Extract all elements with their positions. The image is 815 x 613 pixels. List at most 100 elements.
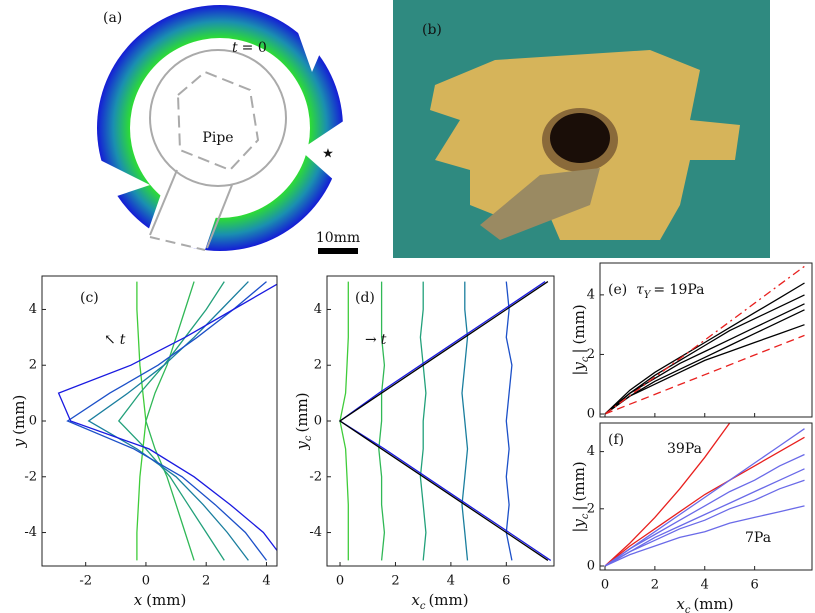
axes-frame: [599, 262, 813, 418]
data-line: [604, 309, 805, 415]
data-line: [136, 281, 147, 561]
y-tick-label: 2: [587, 347, 595, 362]
label-part: τ: [636, 282, 644, 298]
y-axis-label: y (mm): [10, 395, 28, 449]
pipe-label: Pipe: [202, 130, 233, 146]
label-part: (mm): [293, 392, 311, 432]
x-tick-label: 6: [750, 578, 758, 593]
label-part: →: [365, 332, 377, 348]
x-tick-label: 0: [336, 574, 344, 589]
y-tick-label: 2: [29, 358, 37, 373]
data-line: [505, 281, 513, 561]
x-tick-label: 6: [502, 574, 510, 589]
label-part: (mm): [693, 595, 733, 613]
y-tick-label: 4: [587, 287, 595, 302]
y-tick-label: 2: [587, 501, 595, 516]
label-part: x: [676, 595, 685, 613]
data-line: [338, 281, 549, 561]
panel-label: (a): [103, 10, 122, 26]
data-line: [604, 505, 805, 567]
label-part: |: [570, 348, 588, 353]
notch: [80, 150, 150, 205]
data-line: [57, 283, 277, 552]
plot-area: [604, 265, 805, 415]
axes-frame: [41, 275, 278, 567]
data-line: [66, 281, 268, 561]
data-line: [604, 282, 805, 415]
data-line: [604, 436, 805, 567]
x-tick-label: 4: [701, 578, 709, 593]
label-part: (mm): [570, 461, 588, 501]
pipe-opening: [550, 113, 610, 163]
label-part: c: [580, 356, 591, 362]
y-tick-label: 0: [587, 407, 595, 422]
y-tick-label: 4: [587, 444, 595, 459]
data-line: [604, 324, 805, 415]
label-part: = 19Pa: [653, 282, 704, 298]
data-line: [604, 428, 805, 567]
panel-label: (b): [422, 22, 442, 38]
label-part: y: [10, 438, 28, 448]
y-tick-label: 2: [314, 358, 322, 373]
y-tick-label: 0: [314, 414, 322, 429]
y-tick-label: 0: [29, 414, 37, 429]
y-axis-label: |yc | (mm): [570, 304, 591, 375]
y-axis-label: |yc | (mm): [570, 461, 591, 532]
data-line: [339, 281, 349, 561]
data-line: [87, 281, 249, 561]
panel-label: (d): [355, 290, 375, 306]
data-line: [604, 294, 805, 415]
label-part: y: [293, 441, 311, 451]
y-tick-label: 4: [29, 302, 37, 317]
star-marker: ★: [322, 147, 334, 162]
annotation: 39Pa: [667, 441, 702, 457]
label-part: x: [411, 591, 420, 609]
plot-area: [338, 281, 552, 561]
y-axis-label: yc (mm): [293, 392, 314, 450]
stem-edge: [149, 169, 178, 236]
panel-b: (b): [393, 0, 770, 258]
scale-label: 10mm: [316, 230, 360, 246]
plot-area: [604, 423, 805, 567]
axes-frame: [599, 422, 813, 571]
data-line: [338, 281, 552, 561]
annotation: → t: [365, 332, 387, 348]
pipe-fitting: [480, 168, 600, 240]
y-tick-label: -2: [309, 469, 322, 484]
data-line: [604, 303, 805, 415]
x-tick-label: 4: [262, 574, 270, 589]
time-label: t = 0: [232, 40, 267, 56]
label-part: t: [120, 332, 126, 348]
x-tick-label: 0: [142, 574, 150, 589]
label-part: c: [580, 513, 591, 519]
data-line: [117, 281, 225, 561]
y-tick-label: -4: [309, 525, 322, 540]
label-part: c: [420, 601, 426, 612]
data-line: [604, 265, 805, 415]
annotation: ↖ t: [104, 332, 126, 348]
label-part: (mm): [570, 304, 588, 344]
axes-frame: [326, 275, 555, 567]
label-part: (mm): [428, 591, 468, 609]
time-value: = 0: [242, 40, 267, 56]
y-tick-label: -2: [24, 469, 37, 484]
label-part: c: [685, 605, 691, 613]
y-tick-label: 0: [587, 558, 595, 573]
data-line: [461, 281, 469, 561]
annotation: 7Pa: [745, 530, 771, 546]
pipe-outline: [176, 70, 260, 172]
x-axis-label: xc (mm): [676, 595, 733, 613]
data-line: [145, 281, 195, 561]
panel: 0 2 4 (e) τY = 19Pa |yc | (mm): [570, 262, 813, 422]
data-line: [604, 423, 731, 567]
label-part: |y: [570, 362, 588, 376]
x-tick-label: 2: [391, 574, 399, 589]
label-part: |: [570, 505, 588, 510]
panel-a: (a) t = 0 Pipe 10mm ★: [80, 5, 360, 254]
data-line: [419, 281, 427, 561]
x-tick-label: 0: [601, 578, 609, 593]
